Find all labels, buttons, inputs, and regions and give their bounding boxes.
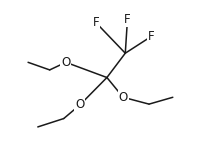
Text: O: O: [61, 56, 70, 69]
Text: O: O: [75, 98, 84, 111]
Text: F: F: [93, 16, 99, 29]
Text: O: O: [119, 91, 128, 104]
Text: F: F: [148, 30, 154, 43]
Text: F: F: [124, 13, 131, 26]
